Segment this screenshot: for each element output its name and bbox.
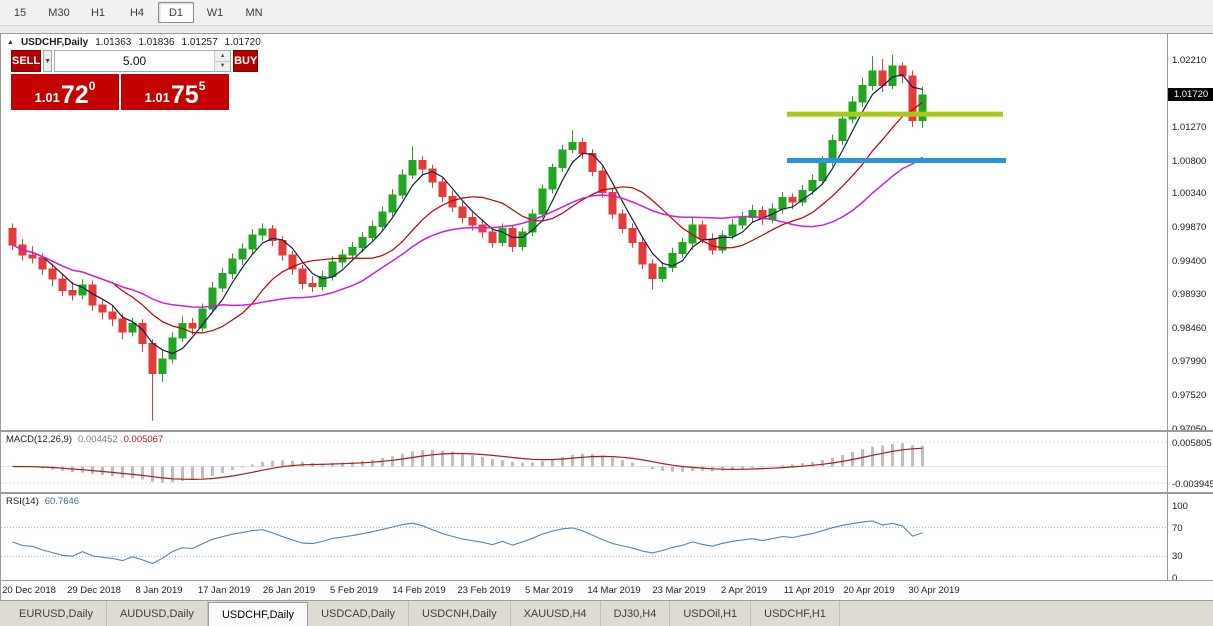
rsi-axis-label: 100 xyxy=(1172,501,1188,512)
buy-price-sup: 5 xyxy=(198,79,206,93)
sell-price-button[interactable]: 1.01 72 0 xyxy=(11,74,119,110)
current-price-badge: 1.01720 xyxy=(1168,87,1213,101)
ohlc-low: 1.01257 xyxy=(181,37,218,48)
date-axis-label: 2 Apr 2019 xyxy=(721,585,767,596)
chart-ohlc-header: ▲ USDCHF,Daily 1.01363 1.01836 1.01257 1… xyxy=(7,37,261,48)
date-axis-label: 17 Jan 2019 xyxy=(197,585,251,596)
collapse-icon[interactable]: ▲ xyxy=(7,39,14,46)
price-axis-label: 1.01270 xyxy=(1172,121,1207,133)
chart-tab-usdoil-h1[interactable]: USDOil,H1 xyxy=(670,601,752,626)
price-axis-label: 0.97990 xyxy=(1172,356,1207,368)
macd-main-value: 0.004452 xyxy=(78,434,118,445)
timeframe-toolbar: 15 M30 H1 H4 D1 W1 MN xyxy=(0,0,1213,26)
sell-price-big: 72 xyxy=(60,81,89,109)
timeframe-button-H4[interactable]: H4 xyxy=(129,6,145,19)
buy-price-big: 75 xyxy=(170,81,199,109)
rsi-axis-label: 0 xyxy=(1172,573,1178,584)
volume-up-icon[interactable]: ▲ xyxy=(215,51,231,62)
chart-tab-bar: EURUSD,Daily AUDUSD,Daily USDCHF,Daily USDC… xyxy=(0,600,1213,626)
rsi-axis-label: 30 xyxy=(1172,551,1183,563)
price-axis-label: 0.99870 xyxy=(1172,221,1207,233)
axis-separator xyxy=(1167,494,1168,582)
price-axis-label: 0.99400 xyxy=(1172,255,1207,267)
date-axis-label: 29 Dec 2018 xyxy=(67,585,121,596)
time-axis[interactable]: 20 Dec 2018 29 Dec 2018 8 Jan 2019 17 Jan 2… xyxy=(0,580,1213,601)
date-axis-label: 8 Jan 2019 xyxy=(135,585,183,596)
volume-dropdown-icon[interactable]: ▼ xyxy=(43,50,53,72)
date-axis-label: 30 Apr 2019 xyxy=(908,585,960,596)
rsi-label: RSI(14) 60.7646 xyxy=(6,496,80,507)
date-axis-label: 20 Apr 2019 xyxy=(843,585,895,596)
sell-price-sup: 0 xyxy=(88,79,96,93)
macd-panel[interactable]: MACD(12,26,9) 0.004452 0.005067 0.005805… xyxy=(0,430,1213,494)
volume-stepper: ▲ ▼ xyxy=(214,51,231,71)
price-axis-label: 0.98930 xyxy=(1172,289,1207,301)
rsi-value: 60.7646 xyxy=(44,496,80,507)
rsi-chart[interactable] xyxy=(1,494,1167,580)
date-axis-label: 11 Apr 2019 xyxy=(783,585,835,596)
price-axis-label: 0.97520 xyxy=(1172,389,1207,401)
chart-tab-xauusd-h4[interactable]: XAUUSD,H4 xyxy=(511,601,601,626)
macd-axis-label: -0.003945 xyxy=(1172,479,1213,491)
ohlc-high: 1.01836 xyxy=(138,37,175,48)
ohlc-open: 1.01363 xyxy=(95,37,132,48)
candlestick-chart[interactable] xyxy=(1,34,1167,430)
buy-price-button[interactable]: 1.01 75 5 xyxy=(121,74,229,110)
axis-separator xyxy=(1167,34,1168,431)
buy-button[interactable]: BUY xyxy=(233,50,259,72)
symbol-label: USDCHF,Daily xyxy=(20,37,89,48)
rsi-panel[interactable]: RSI(14) 60.7646 100 70 30 0 xyxy=(0,492,1213,584)
date-axis-label: 23 Mar 2019 xyxy=(652,585,706,596)
chart-tab-eurusd-daily[interactable]: EURUSD,Daily xyxy=(6,601,107,626)
ohlc-close: 1.01720 xyxy=(224,37,261,48)
chart-tab-usdchf-daily[interactable]: USDCHF,Daily xyxy=(207,602,309,626)
date-axis-label: 26 Jan 2019 xyxy=(262,585,316,596)
macd-axis-label: 0.005805 xyxy=(1172,438,1212,450)
axis-separator xyxy=(1167,432,1168,494)
buy-price-prefix: 1.01 xyxy=(144,90,170,106)
chart-tab-usdcnh-daily[interactable]: USDCNH,Daily xyxy=(409,601,511,626)
date-axis-label: 5 Mar 2019 xyxy=(524,585,574,596)
volume-box: ▲ ▼ xyxy=(54,50,232,72)
date-axis-label: 5 Feb 2019 xyxy=(329,585,379,596)
main-chart-panel[interactable]: ▲ USDCHF,Daily 1.01363 1.01836 1.01257 1… xyxy=(0,33,1213,435)
sell-price-prefix: 1.01 xyxy=(34,90,60,106)
timeframe-button-M30[interactable]: M30 xyxy=(48,6,70,19)
macd-signal-value: 0.005067 xyxy=(123,434,164,445)
rsi-axis-label: 70 xyxy=(1172,522,1183,534)
volume-input[interactable] xyxy=(55,51,215,71)
chart-tab-usdchf-h1[interactable]: USDCHF,H1 xyxy=(751,601,840,626)
date-axis-label: 14 Feb 2019 xyxy=(392,585,446,596)
price-axis-label: 0.97050 xyxy=(1172,424,1206,435)
chart-tab-audusd-daily[interactable]: AUDUSD,Daily xyxy=(107,601,208,626)
macd-label: MACD(12,26,9) 0.004452 0.005067 xyxy=(6,434,164,445)
one-click-trading-panel: SELL ▼ ▲ ▼ BUY 1.01 72 0 1.01 75 5 xyxy=(11,50,259,110)
price-axis-label: 0.98460 xyxy=(1172,322,1207,334)
volume-down-icon[interactable]: ▼ xyxy=(215,61,231,71)
timeframe-button-MN[interactable]: MN xyxy=(245,6,263,19)
price-axis-label: 1.00340 xyxy=(1172,188,1207,200)
sell-button[interactable]: SELL xyxy=(11,50,42,72)
price-axis-label: 1.02210 xyxy=(1172,54,1207,66)
timeframe-button-H1[interactable]: H1 xyxy=(90,6,106,19)
timeframe-button-W1[interactable]: W1 xyxy=(206,6,224,19)
timeframe-button-D1[interactable]: D1 xyxy=(158,2,194,23)
timeframe-button-15[interactable]: 15 xyxy=(13,6,27,19)
macd-chart[interactable] xyxy=(1,432,1167,492)
date-axis-label: 23 Feb 2019 xyxy=(457,585,511,596)
chart-tab-usdcad-daily[interactable]: USDCAD,Daily xyxy=(308,601,410,626)
price-axis-label: 1.00800 xyxy=(1172,155,1207,167)
date-axis-label: 20 Dec 2018 xyxy=(2,585,56,596)
chart-tab-dj30-h4[interactable]: DJ30,H4 xyxy=(601,601,671,626)
date-axis-label: 14 Mar 2019 xyxy=(587,585,641,596)
